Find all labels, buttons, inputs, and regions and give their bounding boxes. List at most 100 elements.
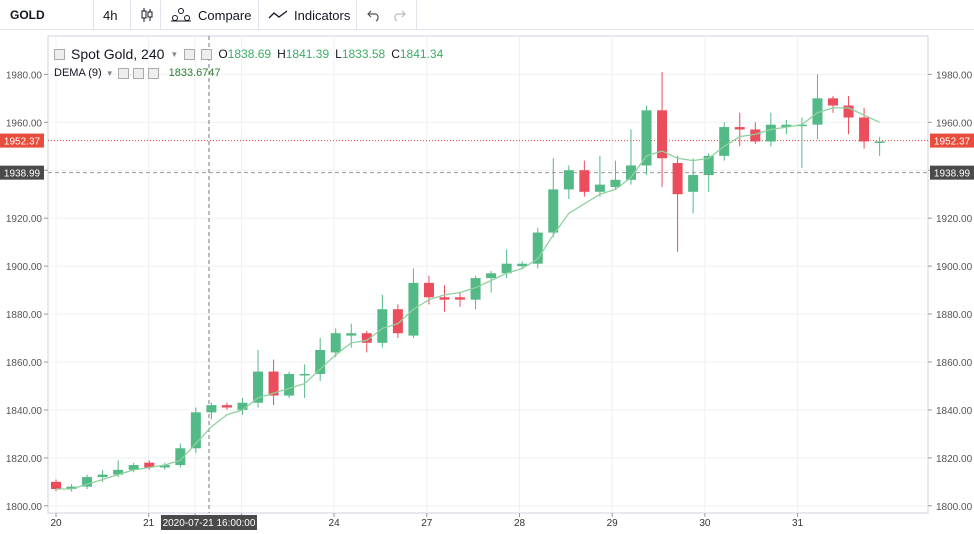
crosshair-price-tag-right: 1938.99 — [934, 169, 971, 180]
candle-body[interactable] — [874, 141, 885, 143]
y-tick-label-right: 1980.00 — [936, 70, 973, 81]
x-tick-label: 30 — [699, 518, 711, 529]
x-tick-label: 29 — [607, 518, 619, 529]
candle-body[interactable] — [501, 263, 512, 274]
chart-style-button[interactable] — [140, 0, 154, 30]
candle-body[interactable] — [175, 448, 186, 466]
candle-body[interactable] — [781, 124, 792, 128]
candle-body[interactable] — [66, 486, 77, 490]
candle-body[interactable] — [517, 263, 528, 267]
candle-body[interactable] — [750, 129, 761, 142]
undo-icon — [366, 8, 382, 22]
candle-body[interactable] — [377, 309, 388, 343]
candle-body[interactable] — [703, 155, 714, 176]
candle-body[interactable] — [315, 350, 326, 374]
chevron-down-icon[interactable]: ▼ — [105, 68, 114, 78]
candle-body[interactable] — [330, 333, 341, 353]
candle-body[interactable] — [144, 462, 155, 468]
candle-body[interactable] — [268, 371, 279, 396]
redo-button[interactable] — [391, 0, 407, 30]
current-price-tag-right: 1952.37 — [934, 137, 971, 148]
candle-body[interactable] — [641, 110, 652, 166]
candle-body[interactable] — [299, 373, 310, 376]
undo-button[interactable] — [366, 0, 382, 30]
candle-body[interactable] — [190, 412, 201, 449]
y-tick-label-left: 1820.00 — [6, 454, 43, 465]
series-legend: Spot Gold, 240 ▼ O1838.69 H1841.39 L1833… — [54, 46, 443, 62]
compare-button[interactable]: Compare — [170, 0, 251, 30]
candle-body[interactable] — [392, 309, 403, 334]
ohlc-close: C1841.34 — [391, 47, 443, 61]
candle-body[interactable] — [828, 98, 838, 106]
candle-body[interactable] — [237, 402, 248, 410]
candle-body[interactable] — [672, 163, 683, 195]
visibility-icon[interactable] — [117, 67, 129, 79]
series-title[interactable]: Spot Gold, 240 — [71, 46, 165, 62]
candle-body[interactable] — [284, 373, 295, 396]
price-chart[interactable]: 1800.00 1800.00 1820.00 1820.00 1840.00 1840.… — [0, 30, 974, 534]
crosshair-price-tag-right-bg — [930, 165, 974, 180]
candle-body[interactable] — [610, 179, 621, 188]
candle-body[interactable] — [594, 184, 605, 192]
candle-body[interactable] — [423, 282, 434, 298]
candle-body[interactable] — [97, 474, 108, 478]
interval-button[interactable]: 4h — [103, 7, 118, 23]
symbol-search[interactable]: GOLD — [10, 8, 45, 22]
candle-body[interactable] — [221, 405, 232, 408]
candle-body[interactable] — [128, 465, 139, 470]
candle-body[interactable] — [719, 127, 730, 156]
candle-body[interactable] — [455, 297, 466, 300]
close-icon[interactable] — [147, 67, 159, 79]
high-value: 1841.39 — [285, 47, 330, 61]
candle-body[interactable] — [486, 273, 497, 279]
candle-body[interactable] — [113, 469, 124, 475]
candle-body[interactable] — [361, 333, 372, 343]
y-tick-label-right: 1880.00 — [936, 310, 973, 321]
ohlc-open: O1838.69 — [218, 47, 271, 61]
candle-body[interactable] — [532, 232, 543, 264]
collapse-legend-icon[interactable] — [54, 48, 65, 60]
candle-body[interactable] — [625, 165, 636, 180]
indicator-name[interactable]: DEMA (9) — [54, 67, 102, 79]
x-tick-label: 27 — [421, 518, 433, 529]
candle-body[interactable] — [206, 405, 217, 413]
chart-container[interactable]: 1800.00 1800.00 1820.00 1820.00 1840.00 1840.… — [0, 30, 974, 534]
indicators-label: Indicators — [294, 7, 351, 23]
dema-line — [56, 107, 880, 490]
indicators-button[interactable]: Indicators — [268, 0, 350, 30]
y-tick-label-left: 1920.00 — [6, 214, 43, 225]
settings-icon[interactable] — [201, 48, 213, 60]
candle-body[interactable] — [51, 481, 61, 490]
candle-body[interactable] — [657, 110, 668, 159]
indicators-icon — [268, 8, 288, 22]
candle-body[interactable] — [548, 189, 559, 233]
candle-body[interactable] — [253, 371, 264, 403]
candle-body[interactable] — [859, 117, 870, 142]
visibility-icon[interactable] — [184, 48, 196, 60]
y-tick-label-left: 1960.00 — [6, 118, 43, 129]
candle-body[interactable] — [439, 297, 450, 300]
candle-body[interactable] — [159, 465, 170, 468]
x-tick-label: 28 — [514, 518, 526, 529]
high-label: H — [277, 47, 286, 61]
candle-body[interactable] — [812, 98, 823, 125]
y-tick-label-left: 1900.00 — [6, 262, 43, 273]
crosshair-price-tag-left: 1938.99 — [4, 169, 41, 180]
candle-body[interactable] — [765, 124, 776, 142]
candle-body[interactable] — [346, 333, 357, 336]
candle-body[interactable] — [82, 477, 93, 487]
current-price-tag-right-bg — [930, 133, 974, 148]
candle-body[interactable] — [688, 175, 699, 192]
candle-body[interactable] — [470, 278, 481, 300]
close-label: C — [391, 47, 400, 61]
chevron-down-icon[interactable]: ▼ — [170, 49, 179, 59]
y-tick-label-left: 1840.00 — [6, 406, 43, 417]
candle-body[interactable] — [579, 170, 590, 192]
settings-icon[interactable] — [132, 67, 144, 79]
candle-body[interactable] — [734, 127, 745, 130]
current-price-tag-left: 1952.37 — [4, 137, 41, 148]
close-value: 1841.34 — [399, 47, 444, 61]
candle-body[interactable] — [563, 170, 574, 190]
candle-body[interactable] — [843, 105, 854, 118]
candle-body[interactable] — [796, 124, 807, 127]
